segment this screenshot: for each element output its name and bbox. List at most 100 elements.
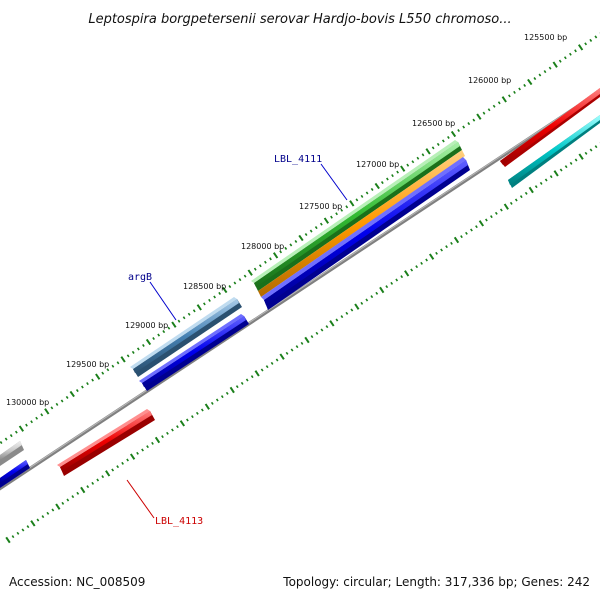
outer-ring-tick xyxy=(243,274,247,278)
inner-ring-tick xyxy=(215,398,219,402)
gene-annotations: LBL_4111 argB LBL_4113 xyxy=(126,154,348,527)
inner-ring-tick xyxy=(61,501,65,505)
outer-ring-tick xyxy=(91,378,94,382)
inner-ring-tick xyxy=(553,170,559,177)
inner-ring-tick xyxy=(300,341,304,345)
inner-ring-tick xyxy=(260,368,264,372)
outer-ring-tick xyxy=(508,94,511,98)
inner-ring-tick xyxy=(329,320,335,327)
gene-blue-left[interactable] xyxy=(0,460,30,488)
gene-lbl-4111[interactable] xyxy=(251,140,462,291)
outer-ring-tick xyxy=(501,96,507,103)
leader-line-argb xyxy=(149,281,177,321)
inner-ring-tick xyxy=(445,245,448,249)
outer-ring-tick xyxy=(349,200,355,207)
inner-ring-tick xyxy=(91,481,95,485)
gene-lbl-4113[interactable] xyxy=(57,409,155,476)
gene-blue-middle[interactable] xyxy=(139,314,249,391)
label-lbl-4113[interactable]: LBL_4113 xyxy=(155,516,203,527)
inner-ring-tick xyxy=(354,303,360,310)
outer-ring-tick xyxy=(457,129,460,133)
inner-ring-tick xyxy=(420,261,423,265)
outer-ring-tick xyxy=(142,343,145,347)
outer-ring-tick xyxy=(577,44,584,51)
inner-ring-tick xyxy=(460,235,463,239)
outer-ring-tick xyxy=(345,205,349,209)
outer-ring-tick xyxy=(441,139,445,143)
outer-ring-tick xyxy=(177,319,181,323)
inner-ring-tick xyxy=(30,520,36,527)
inner-ring-tick xyxy=(26,525,30,529)
label-argb[interactable]: argB xyxy=(128,272,152,283)
outer-ring-tick xyxy=(228,285,232,289)
outer-ring-tick xyxy=(192,309,196,313)
outer-ring-tick xyxy=(30,420,33,424)
gene-features xyxy=(0,85,600,488)
inner-ring-tick xyxy=(453,236,460,244)
inner-ring-tick xyxy=(340,315,344,319)
inner-ring-tick xyxy=(569,161,573,165)
gene-blue-long[interactable] xyxy=(261,157,470,310)
outer-ring-tick xyxy=(304,233,308,237)
inner-ring-tick xyxy=(478,220,485,227)
tick-label-126500: 126500 bp xyxy=(412,119,455,128)
outer-ring-tick xyxy=(436,142,440,146)
tick-label-129500: 129500 bp xyxy=(66,360,109,369)
inner-ring-tick xyxy=(204,403,210,410)
tick-label-125500: 125500 bp xyxy=(524,33,567,42)
outer-ring-tick xyxy=(187,312,191,316)
gene-orange[interactable] xyxy=(258,150,465,297)
inner-ring-tick xyxy=(435,251,438,255)
outer-ring-tick xyxy=(411,160,415,164)
chromosome-backbone xyxy=(0,89,600,491)
inner-ring-tick xyxy=(544,178,548,182)
outer-tick-ring xyxy=(0,32,600,445)
tick-label-128000: 128000 bp xyxy=(241,242,284,251)
outer-ring-tick xyxy=(4,437,8,441)
inner-ring-tick xyxy=(490,215,493,219)
inner-ring-tick xyxy=(210,401,214,405)
map-title: Leptospira borgpetersenii serovar Hardjo… xyxy=(88,12,511,27)
outer-ring-tick xyxy=(386,177,389,181)
outer-ring-tick xyxy=(482,111,486,115)
inner-ring-tick xyxy=(176,425,179,429)
leader-line-lbl-4113 xyxy=(126,479,155,519)
outer-ring-tick xyxy=(374,182,380,190)
inner-ring-tick xyxy=(524,191,528,195)
inner-ring-tick xyxy=(470,228,473,232)
inner-ring-tick xyxy=(279,353,285,360)
inner-ring-tick xyxy=(519,195,523,199)
inner-ring-tick xyxy=(76,491,80,495)
gene-cyan-right[interactable] xyxy=(508,115,600,188)
gene-gray-left[interactable] xyxy=(0,441,24,466)
inner-ring-tick xyxy=(285,351,289,355)
inner-ring-tick xyxy=(101,475,105,479)
inner-ring-tick xyxy=(46,511,50,515)
inner-ring-tick xyxy=(400,275,404,279)
inner-ring-tick xyxy=(141,448,144,452)
outer-ring-tick xyxy=(264,260,267,264)
gene-red-upper-right[interactable] xyxy=(500,85,600,167)
inner-ring-tick xyxy=(584,151,588,155)
gene-argb[interactable] xyxy=(130,297,242,377)
outer-ring-tick xyxy=(0,441,3,445)
inner-ring-tick xyxy=(375,291,379,295)
inner-ring-tick xyxy=(325,325,329,329)
label-lbl-4111[interactable]: LBL_4111 xyxy=(274,154,322,165)
inner-ring-tick xyxy=(126,458,129,462)
chromosome-backbone-highlight xyxy=(0,90,600,488)
outer-ring-tick xyxy=(406,163,410,167)
inner-ring-tick xyxy=(475,225,478,229)
inner-ring-tick xyxy=(51,508,55,512)
outer-ring-tick xyxy=(238,278,242,282)
outer-ring-tick xyxy=(594,35,598,39)
outer-ring-tick xyxy=(233,281,237,285)
inner-ring-tick xyxy=(503,203,509,210)
tick-label-128500: 128500 bp xyxy=(183,282,226,291)
inner-ring-tick xyxy=(465,231,468,235)
inner-ring-tick xyxy=(161,435,164,439)
outer-ring-tick xyxy=(171,321,177,328)
tick-label-127000: 127000 bp xyxy=(356,160,399,169)
tick-label-130000: 130000 bp xyxy=(6,398,49,407)
outer-ring-tick xyxy=(365,191,369,195)
